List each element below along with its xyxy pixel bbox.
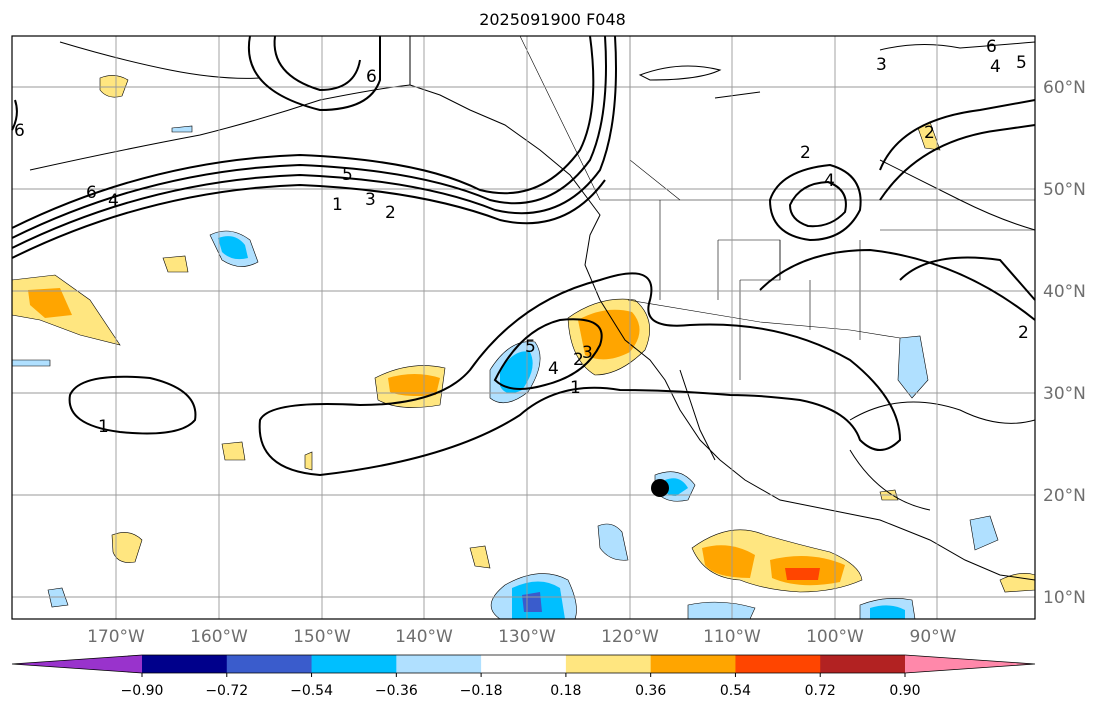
colorbar-extension-low: [12, 655, 142, 673]
colorbar-segment: [820, 655, 906, 673]
colorbar-tick-label: −0.90: [121, 683, 164, 699]
colorbar-segment: [565, 655, 652, 673]
colorbar-segment: [142, 655, 228, 673]
colorbar-segment: [396, 655, 482, 673]
colorbar-segment: [311, 655, 397, 673]
lat-label: 40°N: [1043, 282, 1086, 302]
lon-label: 90°W: [910, 627, 957, 647]
lon-label: 120°W: [601, 627, 659, 647]
contour-lines: [11, 35, 1036, 477]
latitude-labels: 10°N 20°N 30°N 40°N 50°N 60°N: [1043, 78, 1086, 608]
contour-label: 1: [98, 417, 109, 437]
map-frame: [11, 35, 1036, 620]
contour-label: 6: [86, 183, 97, 203]
contour-label: 2: [573, 350, 584, 370]
contour-label: 6: [14, 121, 25, 141]
colorbar-tick-label: 0.36: [635, 683, 666, 699]
map-title: 2025091900 F048: [479, 10, 626, 29]
lat-label: 10°N: [1043, 588, 1086, 608]
colorbar-tick-label: 0.18: [550, 683, 581, 699]
colorbar-segment: [226, 655, 313, 673]
lat-label: 30°N: [1043, 384, 1086, 404]
lon-label: 170°W: [87, 627, 145, 647]
lon-label: 150°W: [293, 627, 351, 647]
contour-label: 2: [800, 143, 811, 163]
contour-label: 6: [986, 37, 997, 57]
contour-label: 5: [1016, 53, 1027, 73]
contour-label: 4: [108, 191, 119, 211]
colorbar-segment: [735, 655, 821, 673]
colorbar-segment: [481, 655, 567, 673]
contour-label: 2: [385, 203, 396, 223]
contour-label: 3: [876, 55, 887, 75]
contour-label: 5: [525, 337, 536, 357]
contour-label-group: 6 4 5 3 2 1 6 6 3 2 4 2 6 4 5 2 1 1 2 3 …: [14, 37, 1029, 437]
colorbar-tick-label: −0.54: [290, 683, 333, 699]
contour-label: 1: [332, 195, 343, 215]
colorbar-tick-label: −0.72: [205, 683, 248, 699]
longitude-labels: 170°W 160°W 150°W 140°W 130°W 120°W 110°…: [87, 627, 957, 647]
contour-label: 4: [824, 171, 835, 191]
lon-label: 130°W: [498, 627, 556, 647]
colorbar: −0.90 −0.72 −0.54 −0.36 −0.18 0.18 0.36 0.54 0.7…: [11, 654, 1036, 699]
contour-label: 6: [366, 67, 377, 87]
lon-label: 140°W: [395, 627, 453, 647]
map-background: [12, 36, 1035, 619]
contour-label: 5: [342, 165, 353, 185]
contour-label: 3: [365, 190, 376, 210]
positive-anomaly-shading: [11, 75, 1036, 593]
colorbar-tick-label: 0.90: [889, 683, 920, 699]
contour-label: 4: [990, 57, 1001, 77]
colorbar-tick-label: 0.54: [720, 683, 751, 699]
storm-position-dot: [651, 479, 669, 497]
colorbar-extension-high: [905, 655, 1035, 673]
contour-label: 4: [548, 359, 559, 379]
contour-label: 2: [1018, 323, 1029, 343]
contour-label: 2: [924, 123, 935, 143]
colorbar-tick-label: 0.72: [805, 683, 836, 699]
lon-label: 110°W: [703, 627, 761, 647]
lat-label: 60°N: [1043, 78, 1086, 98]
negative-anomaly-shading: [11, 125, 999, 620]
colorbar-segment: [650, 655, 736, 673]
lat-label: 50°N: [1043, 180, 1086, 200]
graticule: [12, 36, 1035, 619]
colorbar-tick-label: −0.18: [460, 683, 503, 699]
lat-label: 20°N: [1043, 486, 1086, 506]
colorbar-tick-label: −0.36: [375, 683, 418, 699]
lon-label: 160°W: [190, 627, 248, 647]
lon-label: 100°W: [806, 627, 864, 647]
contour-label: 1: [570, 378, 581, 398]
contour-label: 3: [582, 343, 593, 363]
